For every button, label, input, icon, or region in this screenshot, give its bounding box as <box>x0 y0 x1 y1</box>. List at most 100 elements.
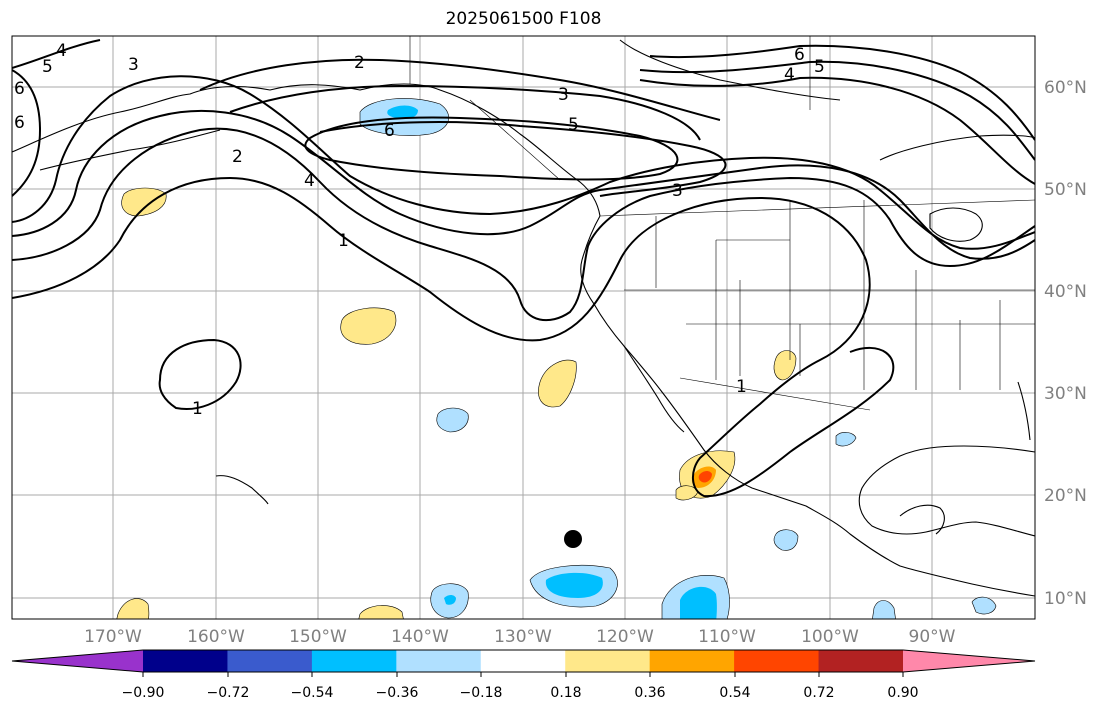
map-frame <box>11 35 1036 620</box>
contour-label: 1 <box>192 399 203 419</box>
contour-1-loop <box>158 338 242 410</box>
longitude-axis: 170°W 160°W 150°W 140°W 130°W 120°W 110°… <box>84 627 956 647</box>
colorbar-label: 0.90 <box>887 685 918 701</box>
contour-label: 4 <box>56 41 67 61</box>
lon-label: 170°W <box>84 627 142 647</box>
positive-region-west-pacific <box>121 187 167 217</box>
colorbar-label: 0.54 <box>719 685 750 701</box>
lon-label: 150°W <box>289 627 347 647</box>
lon-label: 120°W <box>596 627 654 647</box>
lat-label: 20°N <box>1044 486 1087 506</box>
map-area <box>12 36 1035 619</box>
colorbar-segment <box>311 650 397 672</box>
lon-label: 160°W <box>187 627 245 647</box>
positive-region-baja-west <box>538 359 577 408</box>
colorbar-segment <box>227 650 313 672</box>
coastline-great-lakes <box>929 207 983 242</box>
lat-label: 60°N <box>1044 78 1087 98</box>
colorbar-extend-low <box>12 650 143 672</box>
contour-label: 3 <box>128 55 139 75</box>
coastline-hawaii <box>215 475 269 505</box>
colorbar-label: −0.18 <box>460 685 503 701</box>
negative-core-south-pacific <box>545 572 603 598</box>
positive-region-south-west <box>116 598 150 619</box>
colorbar-label: −0.90 <box>122 685 165 701</box>
colorbar-label: 0.72 <box>803 685 834 701</box>
contour-4-top-right <box>639 76 1035 185</box>
lat-label: 50°N <box>1044 180 1087 200</box>
colorbar-segment <box>480 650 566 672</box>
contour-label: 5 <box>814 57 825 77</box>
contour-label: 6 <box>14 113 25 133</box>
contour-2 <box>12 127 1035 321</box>
lon-label: 100°W <box>801 627 859 647</box>
contour-label: 6 <box>14 79 25 99</box>
negative-region-central <box>436 407 469 433</box>
colorbar-label: 0.18 <box>550 685 581 701</box>
positive-core-mexico-coast <box>698 471 712 483</box>
coastline-alaska <box>12 83 601 217</box>
contour-1-main <box>12 176 895 498</box>
colorbar-label: 0.36 <box>634 685 665 701</box>
colorbar-segment <box>734 650 820 672</box>
contour-lines <box>12 39 1035 498</box>
contour-5 <box>12 69 42 197</box>
contour-4 <box>12 75 1035 250</box>
contour-label: 6 <box>384 121 395 141</box>
colorbar-label: −0.54 <box>291 685 334 701</box>
positive-region-central-pacific <box>340 307 397 345</box>
contour-label: 1 <box>338 231 349 251</box>
contour-label: 5 <box>568 115 579 135</box>
coastline-baja <box>623 345 685 433</box>
contour-3-top <box>229 84 701 141</box>
contour-label: 2 <box>232 147 243 167</box>
coastline-gulf-mexico <box>858 445 1035 537</box>
contour-label: 4 <box>784 65 795 85</box>
latitude-axis: 60°N 50°N 40°N 30°N 20°N 10°N <box>1044 78 1087 609</box>
contour-left-edge <box>12 39 101 69</box>
colorbar-segment <box>396 650 482 672</box>
lat-label: 10°N <box>1044 589 1087 609</box>
negative-core-east-pacific <box>680 586 717 619</box>
contour-label: 4 <box>304 171 315 191</box>
colorbar-label: −0.72 <box>207 685 250 701</box>
colorbar-ticks <box>142 672 904 677</box>
contour-6-top-right <box>649 44 1035 141</box>
contour-5-top-right <box>639 60 1035 161</box>
colorbar-segment <box>143 650 228 672</box>
lon-label: 130°W <box>494 627 552 647</box>
colorbar-segments <box>12 650 1035 672</box>
coastline-arctic <box>619 39 841 101</box>
map-title: 2025061500 F108 <box>445 9 602 29</box>
positive-region-southwest-us <box>773 350 797 381</box>
storm-center-marker <box>564 530 582 548</box>
colorbar: −0.90 −0.72 −0.54 −0.36 −0.18 0.18 0.36 … <box>11 649 1036 701</box>
contour-label-group: 1 1 1 2 2 3 3 3 4 4 4 5 5 5 6 6 6 6 <box>14 41 825 419</box>
colorbar-segment <box>649 650 735 672</box>
contour-label: 3 <box>672 181 683 201</box>
contour-6-closed <box>304 116 679 181</box>
coastline-aleutians <box>39 129 221 171</box>
lat-label: 30°N <box>1044 384 1087 404</box>
lon-label: 90°W <box>909 627 956 647</box>
contour-label: 1 <box>736 377 747 397</box>
coastlines <box>12 39 1035 597</box>
negative-region-gulf <box>835 432 857 447</box>
contour-2-top <box>199 58 721 121</box>
contour-label: 5 <box>42 57 53 77</box>
colorbar-label: −0.36 <box>376 685 419 701</box>
colorbar-segment <box>818 650 904 672</box>
negative-core-near-hawaii-south <box>444 595 456 605</box>
contour-3 <box>12 109 1035 260</box>
lon-label: 110°W <box>698 627 756 647</box>
negative-core-gulf-alaska <box>387 105 418 119</box>
contour-label: 6 <box>794 45 805 65</box>
negative-region-south-east <box>872 600 896 619</box>
borders <box>409 36 1035 411</box>
negative-region-far-east <box>971 596 997 615</box>
lat-label: 40°N <box>1044 282 1087 302</box>
coastline-yucatan <box>899 504 945 535</box>
contour-5b <box>319 121 727 197</box>
colorbar-extend-high <box>903 650 1035 672</box>
